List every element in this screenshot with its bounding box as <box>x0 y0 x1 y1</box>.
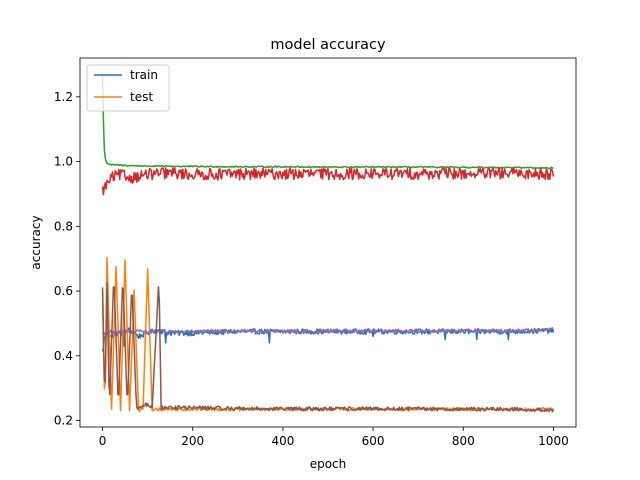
y-axis-label: accuracy <box>29 215 43 269</box>
y-tick-label: 0.2 <box>54 414 73 428</box>
y-tick-label: 0.8 <box>54 219 73 233</box>
series-line-3 <box>101 74 554 170</box>
series-line-5 <box>101 327 554 336</box>
y-tick-label: 0.4 <box>54 349 73 363</box>
series-line-6 <box>101 282 555 413</box>
series-line-4 <box>101 167 555 196</box>
x-tick-label: 1000 <box>538 434 569 448</box>
legend-label-test: test <box>130 90 153 104</box>
x-tick-label: 600 <box>362 434 385 448</box>
x-axis-ticks: 0 200 400 600 800 1000 <box>99 427 569 448</box>
legend: train test <box>86 64 170 112</box>
legend-box <box>86 64 170 112</box>
x-tick-label: 200 <box>181 434 204 448</box>
x-tick-label: 400 <box>271 434 294 448</box>
x-axis-label: epoch <box>310 457 347 471</box>
y-tick-label: 1.2 <box>54 90 73 104</box>
y-axis-ticks: 0.2 0.4 0.6 0.8 1.0 1.2 <box>54 90 80 428</box>
x-tick-label: 0 <box>99 434 107 448</box>
series-layer <box>101 74 555 413</box>
x-tick-label: 800 <box>452 434 475 448</box>
plot-frame <box>79 57 577 428</box>
y-tick-label: 0.6 <box>54 284 73 298</box>
y-tick-label: 1.0 <box>54 155 73 169</box>
chart-title: model accuracy <box>270 37 386 53</box>
legend-label-train: train <box>130 68 158 82</box>
